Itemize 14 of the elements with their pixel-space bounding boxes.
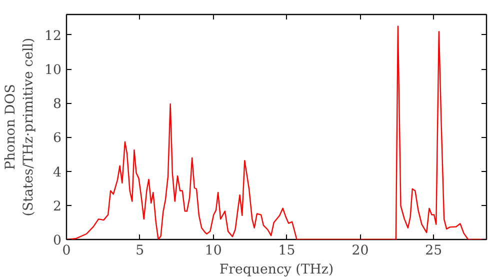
x-tick-label: 5 xyxy=(136,244,144,258)
x-tick-label: 10 xyxy=(204,244,222,258)
y-tick-label: 2 xyxy=(53,199,62,214)
x-tick-label: 25 xyxy=(425,244,442,258)
y-tick-label: 12 xyxy=(44,28,62,44)
x-tick-label: 15 xyxy=(278,244,296,258)
y-tick-label: 4 xyxy=(53,165,62,180)
y-tick-label: 0 xyxy=(53,234,62,248)
x-tick-label: 20 xyxy=(352,244,369,258)
y-tick-label: 10 xyxy=(44,63,62,78)
y-axis-title: Phonon DOS (States/THz·primitive cell) xyxy=(4,38,37,216)
y-tick-label: 6 xyxy=(53,131,62,146)
x-axis-title: Frequency (THz) xyxy=(219,262,334,278)
y-tick-label: 8 xyxy=(53,97,62,112)
